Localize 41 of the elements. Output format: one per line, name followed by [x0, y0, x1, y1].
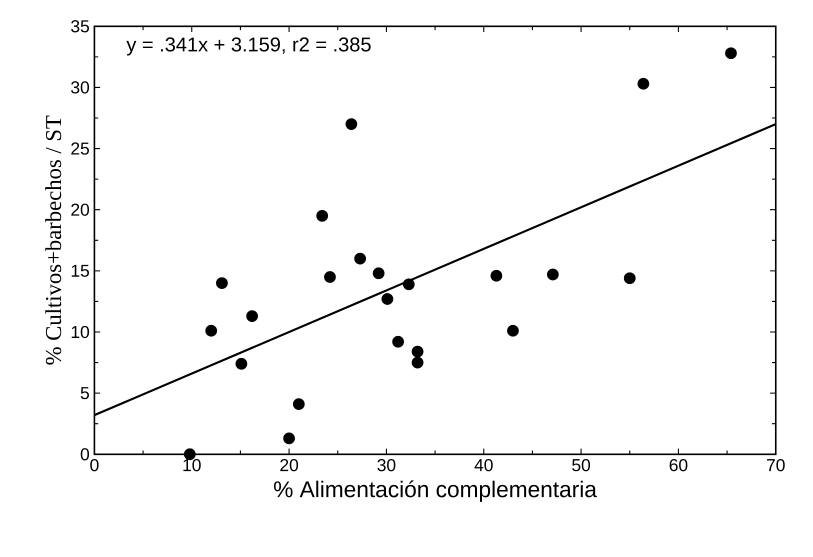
y-tick-label: 15: [72, 264, 89, 277]
point: [324, 271, 336, 283]
point: [372, 267, 384, 280]
point: [346, 118, 358, 130]
point: [412, 356, 424, 368]
point: [292, 398, 305, 410]
point: [402, 278, 415, 290]
annotation: y = .341x + 3.159, r2 = .385: [126, 37, 371, 56]
point: [236, 358, 248, 370]
x-tick-label: 50: [572, 458, 590, 472]
point: [490, 270, 502, 282]
x-tick-label: 60: [670, 458, 688, 472]
x-tick-label: 70: [767, 458, 785, 472]
point: [316, 210, 328, 222]
y-tick-label: 35: [71, 20, 89, 32]
point: [546, 268, 559, 280]
point: [205, 324, 218, 337]
point: [624, 272, 636, 284]
y-axis-title: % Cultivos+barbechos / ST: [45, 116, 62, 365]
y-tick-label: 5: [80, 387, 89, 400]
point: [354, 252, 366, 264]
x-tick-label: 0: [90, 458, 99, 472]
y-tick-label: 20: [71, 204, 90, 216]
point: [382, 293, 394, 305]
x-tick-label: 10: [183, 458, 201, 472]
point: [725, 47, 737, 60]
y-tick-label: 10: [72, 326, 90, 338]
point: [412, 346, 424, 358]
point: [283, 432, 295, 444]
point: [246, 310, 258, 322]
x-tick-label: 30: [377, 458, 396, 472]
x-axis-title: % Alimentación complementaria: [274, 480, 597, 502]
point: [638, 78, 650, 90]
x-tick-label: 20: [280, 458, 298, 472]
y-tick-label: 0: [80, 448, 90, 460]
point: [392, 336, 404, 348]
y-tick-label: 30: [71, 81, 90, 94]
point: [507, 324, 519, 337]
point: [216, 277, 228, 289]
y-tick-label: 25: [71, 142, 89, 155]
x-tick-label: 40: [474, 458, 493, 472]
